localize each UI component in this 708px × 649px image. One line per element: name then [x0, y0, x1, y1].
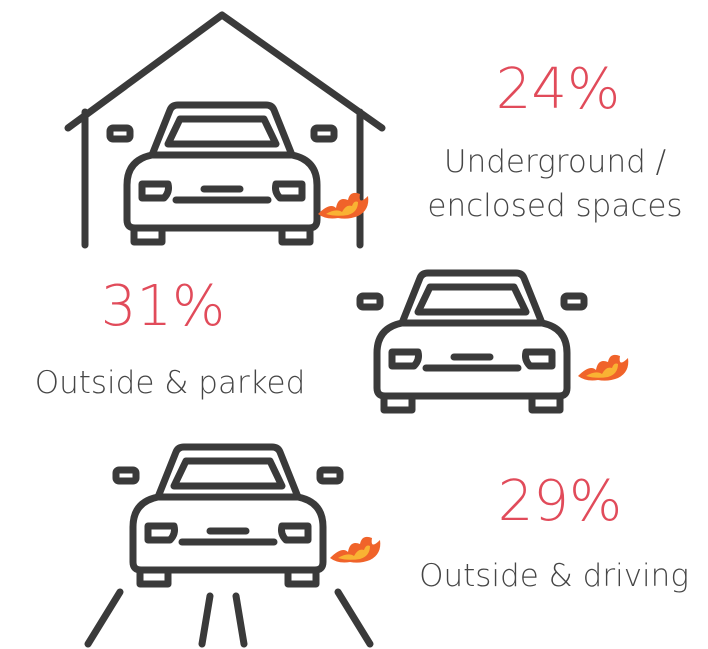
flame-icon	[330, 537, 380, 563]
garage-icon	[68, 15, 382, 245]
percentage: 24%	[496, 57, 620, 122]
infographic: 24% Underground / enclosed spaces 31% Ou…	[0, 0, 708, 649]
car-icon	[110, 105, 334, 242]
driving-icon	[88, 447, 380, 644]
parked-icon	[360, 273, 628, 410]
label: Outside & parked	[35, 365, 306, 401]
percentage: 29%	[498, 469, 622, 534]
label: enclosed spaces	[427, 188, 682, 224]
percentage: 31%	[101, 274, 225, 339]
car-icon	[116, 447, 340, 584]
flame-icon	[578, 355, 628, 381]
label: Outside & driving	[419, 558, 689, 594]
label: Underground /	[444, 144, 666, 180]
car-icon	[360, 273, 584, 410]
